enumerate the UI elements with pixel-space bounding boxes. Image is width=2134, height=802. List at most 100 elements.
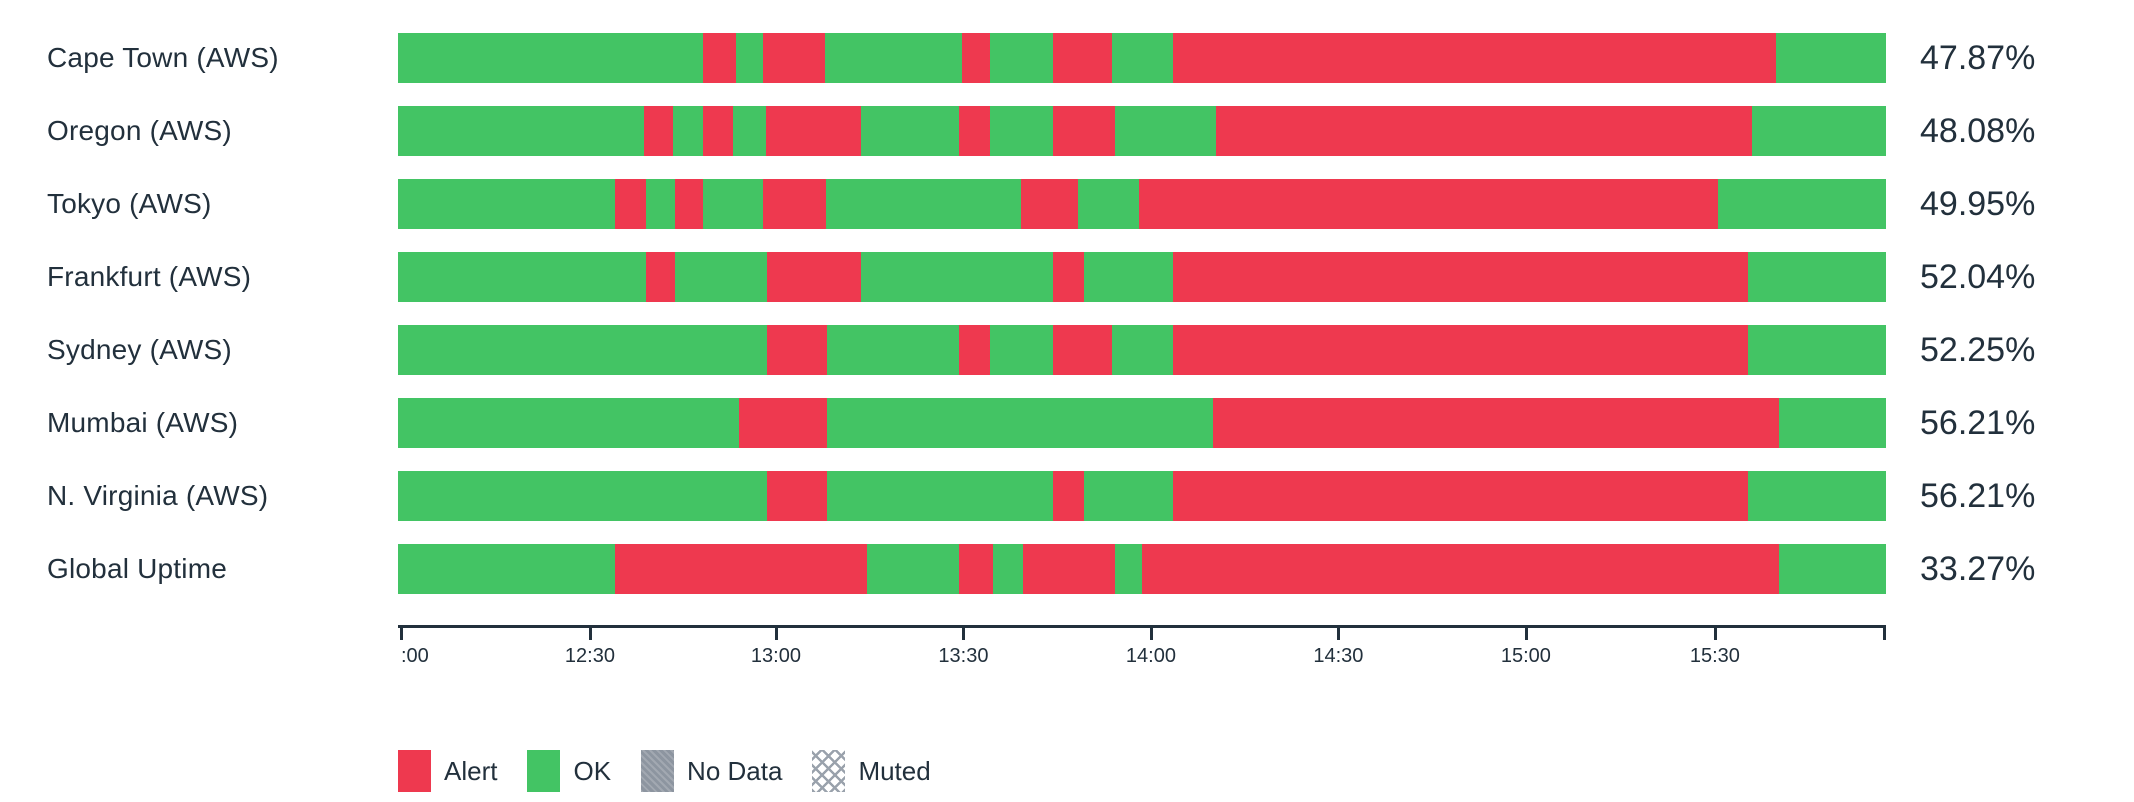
status-segment-alert[interactable] (738, 398, 827, 448)
status-segment-ok[interactable] (1112, 325, 1174, 375)
status-segment-ok[interactable] (1083, 471, 1174, 521)
status-segment-ok[interactable] (1751, 106, 1886, 156)
row-label: Tokyo (AWS) (47, 188, 212, 219)
status-segment-ok[interactable] (674, 252, 767, 302)
legend-swatch-muted-icon (812, 750, 846, 792)
legend: Alert OK No Data Muted (398, 750, 931, 792)
status-segment-alert[interactable] (1052, 252, 1084, 302)
status-segment-alert[interactable] (615, 544, 867, 594)
status-timeline-bar (398, 325, 1886, 375)
status-segment-ok[interactable] (1775, 33, 1886, 83)
status-segment-alert[interactable] (615, 179, 647, 229)
status-segment-alert[interactable] (1052, 33, 1113, 83)
status-segment-alert[interactable] (703, 33, 736, 83)
status-segment-ok[interactable] (398, 252, 647, 302)
status-segment-ok[interactable] (732, 106, 766, 156)
status-segment-ok[interactable] (1747, 252, 1886, 302)
status-timeline-bar (398, 106, 1886, 156)
status-segment-alert[interactable] (1052, 471, 1084, 521)
legend-label: No Data (687, 755, 783, 786)
status-segment-alert[interactable] (1216, 106, 1752, 156)
status-segment-ok[interactable] (1083, 252, 1174, 302)
status-segment-ok[interactable] (398, 325, 768, 375)
status-segment-ok[interactable] (398, 471, 768, 521)
status-segment-alert[interactable] (1173, 471, 1748, 521)
status-segment-ok[interactable] (646, 179, 675, 229)
status-segment-alert[interactable] (643, 106, 674, 156)
status-segment-ok[interactable] (398, 544, 616, 594)
status-segment-alert[interactable] (767, 471, 827, 521)
axis-end-tick (1883, 628, 1886, 640)
axis-tick-label: 15:00 (1500, 645, 1551, 667)
time-axis: :00 12:30 13:00 13:30 14:00 14:30 15:00 15:30 (398, 625, 1886, 667)
status-segment-ok[interactable] (1778, 544, 1886, 594)
status-segment-ok[interactable] (993, 544, 1023, 594)
status-segment-ok[interactable] (673, 106, 704, 156)
status-segment-ok[interactable] (866, 544, 959, 594)
status-segment-ok[interactable] (398, 33, 704, 83)
status-segment-alert[interactable] (1138, 179, 1718, 229)
legend-item-muted[interactable]: Muted (812, 750, 931, 792)
status-segment-alert[interactable] (1052, 106, 1116, 156)
status-segment-ok[interactable] (825, 33, 962, 83)
status-segment-ok[interactable] (1115, 106, 1217, 156)
status-segment-alert[interactable] (958, 544, 994, 594)
status-segment-alert[interactable] (646, 252, 675, 302)
row-label: Cape Town (AWS) (47, 42, 279, 73)
status-segment-alert[interactable] (1173, 252, 1748, 302)
status-segment-ok[interactable] (1077, 179, 1139, 229)
status-segment-alert[interactable] (1141, 544, 1779, 594)
legend-swatch-ok-icon (527, 750, 561, 792)
row-label: Oregon (AWS) (47, 115, 232, 146)
status-segment-ok[interactable] (826, 471, 1053, 521)
status-segment-ok[interactable] (860, 252, 1053, 302)
status-segment-ok[interactable] (990, 33, 1053, 83)
legend-item-alert[interactable]: Alert (398, 750, 497, 792)
status-segment-ok[interactable] (398, 398, 739, 448)
status-segment-alert[interactable] (674, 179, 703, 229)
legend-label: Alert (444, 755, 498, 786)
uptime-percentage: 33.27% (1920, 549, 2036, 588)
status-segment-ok[interactable] (990, 106, 1053, 156)
status-segment-alert[interactable] (762, 179, 827, 229)
status-segment-ok[interactable] (1115, 544, 1142, 594)
axis-tick (1713, 628, 1717, 640)
status-timeline-bar (398, 33, 1886, 83)
status-segment-ok[interactable] (826, 398, 1214, 448)
status-segment-alert[interactable] (767, 252, 861, 302)
status-segment-ok[interactable] (1747, 471, 1886, 521)
status-segment-alert[interactable] (1173, 325, 1748, 375)
status-segment-ok[interactable] (703, 179, 763, 229)
status-segment-alert[interactable] (1213, 398, 1779, 448)
axis-tick-label: 14:00 (1125, 645, 1176, 667)
status-segment-ok[interactable] (1778, 398, 1886, 448)
status-segment-alert[interactable] (961, 33, 991, 83)
status-segment-alert[interactable] (703, 106, 733, 156)
status-segment-ok[interactable] (826, 179, 1022, 229)
status-segment-ok[interactable] (735, 33, 763, 83)
status-segment-alert[interactable] (958, 325, 991, 375)
status-segment-alert[interactable] (762, 33, 826, 83)
status-segment-ok[interactable] (860, 106, 959, 156)
status-segment-alert[interactable] (1022, 544, 1116, 594)
status-segment-ok[interactable] (1112, 33, 1174, 83)
status-segment-ok[interactable] (398, 179, 616, 229)
legend-item-no_data[interactable]: No Data (641, 750, 782, 792)
status-segment-ok[interactable] (1717, 179, 1886, 229)
legend-item-ok[interactable]: OK (527, 750, 611, 792)
status-segment-ok[interactable] (1747, 325, 1886, 375)
uptime-percentage: 49.95% (1920, 184, 2036, 223)
status-segment-alert[interactable] (1173, 33, 1776, 83)
status-segment-ok[interactable] (826, 325, 959, 375)
status-segment-alert[interactable] (1052, 325, 1113, 375)
status-segment-alert[interactable] (765, 106, 861, 156)
status-segment-ok[interactable] (990, 325, 1053, 375)
legend-label: OK (573, 755, 612, 786)
status-segment-alert[interactable] (1021, 179, 1078, 229)
status-segment-alert[interactable] (767, 325, 827, 375)
axis-tick (774, 628, 778, 640)
axis-tick (588, 628, 592, 640)
status-segment-alert[interactable] (958, 106, 991, 156)
status-segment-ok[interactable] (398, 106, 644, 156)
